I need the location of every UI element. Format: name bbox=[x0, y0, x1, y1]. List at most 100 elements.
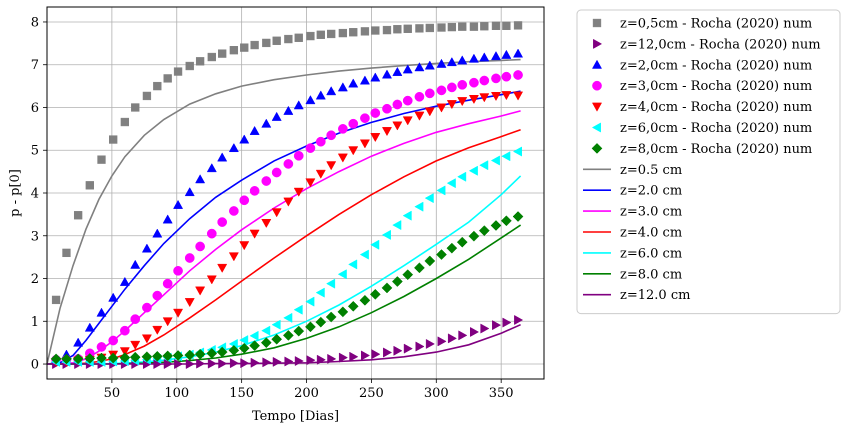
data-point bbox=[513, 70, 523, 80]
data-point bbox=[501, 91, 512, 101]
data-point bbox=[457, 79, 468, 90]
data-point bbox=[250, 40, 259, 50]
legend-label: z=8,0cm - Rocha (2020) num bbox=[620, 142, 812, 157]
data-point bbox=[425, 338, 435, 349]
data-point bbox=[294, 356, 304, 367]
data-point bbox=[129, 351, 141, 363]
data-point bbox=[229, 46, 239, 55]
data-point bbox=[249, 229, 260, 239]
data-point bbox=[403, 343, 413, 354]
line-series-0 bbox=[46, 58, 521, 365]
data-point bbox=[163, 74, 172, 83]
data-point bbox=[512, 211, 524, 222]
data-point bbox=[326, 278, 336, 289]
data-point bbox=[469, 326, 480, 337]
data-point bbox=[184, 349, 196, 361]
data-point bbox=[436, 185, 446, 196]
data-point bbox=[393, 345, 403, 356]
data-point bbox=[403, 24, 412, 33]
data-point bbox=[306, 355, 316, 366]
data-point bbox=[447, 333, 457, 344]
data-point bbox=[359, 139, 370, 149]
data-point bbox=[50, 353, 62, 365]
data-point bbox=[512, 146, 522, 157]
data-point bbox=[173, 308, 184, 318]
data-point bbox=[424, 107, 435, 117]
x-axis-label: Tempo [Dias] bbox=[252, 409, 339, 424]
data-point bbox=[261, 118, 272, 128]
data-point bbox=[457, 55, 468, 65]
data-point bbox=[348, 118, 359, 129]
data-point bbox=[479, 52, 490, 62]
legend-label: z=4,0cm - Rocha (2020) num bbox=[620, 100, 812, 115]
data-point bbox=[260, 337, 272, 349]
data-point bbox=[62, 248, 71, 258]
data-point bbox=[184, 298, 195, 308]
data-point bbox=[240, 43, 249, 52]
data-point bbox=[293, 325, 305, 337]
y-axis-label: p - p[0] bbox=[8, 169, 23, 217]
data-point bbox=[96, 342, 107, 352]
data-point bbox=[173, 67, 183, 76]
data-point bbox=[316, 30, 325, 39]
data-point bbox=[172, 350, 184, 361]
data-point bbox=[513, 91, 524, 101]
data-point bbox=[391, 276, 403, 287]
data-point bbox=[502, 317, 512, 328]
data-point bbox=[73, 337, 84, 347]
data-point bbox=[293, 100, 304, 110]
data-point bbox=[306, 31, 315, 41]
data-point bbox=[436, 85, 447, 96]
data-point bbox=[206, 163, 217, 173]
x-tick-label: 150 bbox=[229, 386, 254, 401]
data-point bbox=[492, 320, 502, 331]
data-point bbox=[305, 95, 316, 105]
data-point bbox=[491, 73, 501, 84]
data-point bbox=[249, 330, 259, 341]
data-point bbox=[249, 125, 260, 135]
data-point bbox=[217, 152, 228, 162]
data-point bbox=[370, 133, 381, 143]
data-point bbox=[414, 62, 425, 72]
data-point bbox=[456, 236, 468, 248]
data-point bbox=[360, 27, 370, 36]
data-point bbox=[480, 323, 490, 334]
data-point bbox=[218, 49, 227, 58]
data-point bbox=[249, 340, 261, 352]
data-point bbox=[206, 275, 217, 285]
data-point bbox=[240, 358, 250, 369]
legend-label: z=4.0 cm bbox=[620, 226, 682, 241]
data-point bbox=[305, 321, 316, 333]
data-point bbox=[338, 352, 348, 363]
data-point bbox=[349, 28, 358, 37]
data-point bbox=[239, 335, 249, 346]
legend-label: z=0,5cm - Rocha (2020) num bbox=[620, 17, 812, 32]
data-point bbox=[371, 26, 380, 35]
data-point bbox=[383, 347, 393, 358]
x-tick-label: 200 bbox=[294, 386, 319, 401]
data-point bbox=[337, 153, 348, 163]
plot-area bbox=[46, 6, 545, 380]
data-point bbox=[271, 319, 281, 330]
data-point bbox=[360, 350, 371, 361]
data-point bbox=[163, 359, 173, 370]
y-tick-label: 4 bbox=[31, 187, 39, 202]
data-point bbox=[479, 93, 490, 103]
data-point bbox=[162, 317, 173, 327]
data-point bbox=[184, 253, 195, 263]
data-point bbox=[360, 113, 370, 124]
data-point bbox=[337, 269, 347, 280]
data-point bbox=[229, 206, 239, 216]
data-point bbox=[283, 159, 294, 169]
x-tick-label: 100 bbox=[164, 386, 189, 401]
data-point bbox=[436, 249, 447, 260]
y-tick-label: 7 bbox=[31, 58, 39, 73]
data-point bbox=[305, 143, 316, 153]
data-point bbox=[96, 307, 107, 317]
legend-marker bbox=[592, 80, 602, 91]
data-point bbox=[425, 23, 434, 33]
data-point bbox=[415, 341, 425, 352]
data-point bbox=[393, 25, 402, 34]
data-point bbox=[293, 304, 303, 315]
legend-label: z=12,0cm - Rocha (2020) num bbox=[620, 37, 821, 52]
